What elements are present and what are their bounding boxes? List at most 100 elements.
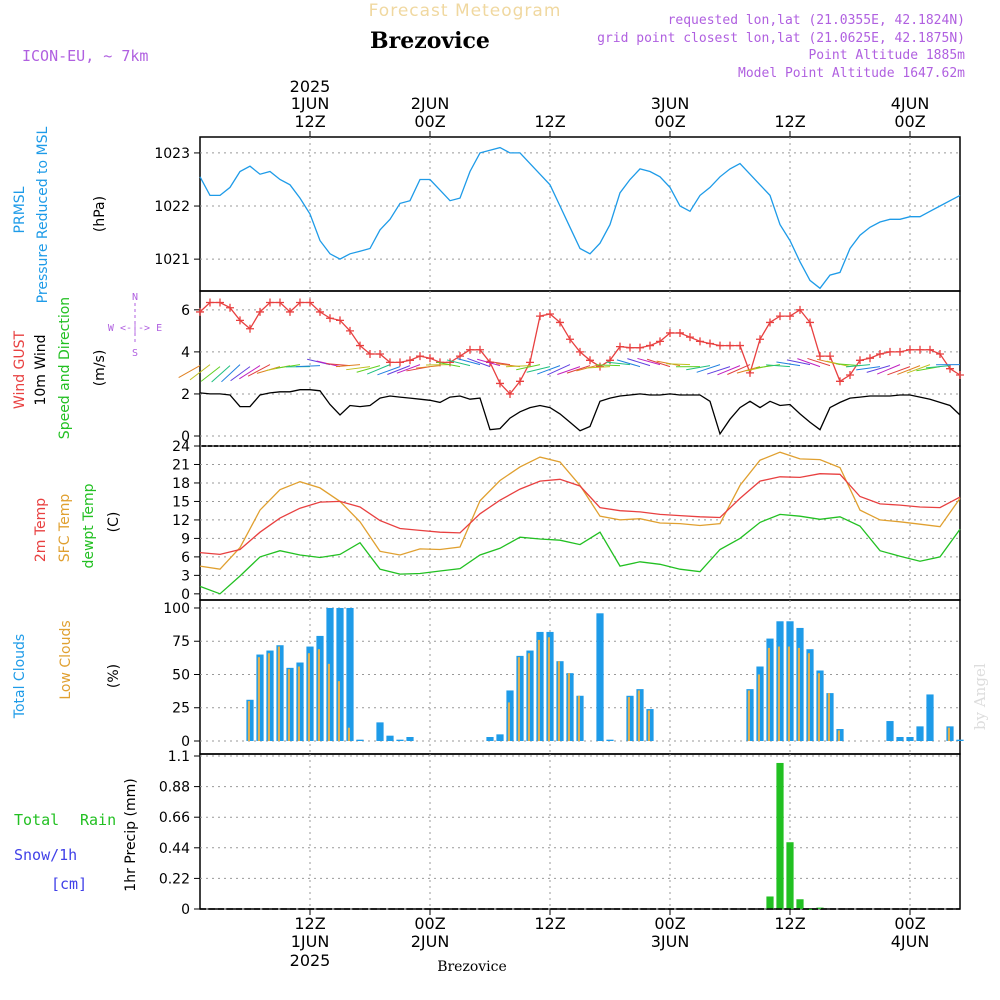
- chart-title: Forecast Meteogram: [369, 1, 562, 21]
- bottom-date-label: 2JUN: [411, 932, 450, 951]
- top-hour-label: 12Z: [534, 112, 565, 131]
- low-cloud-bar: [547, 637, 550, 741]
- precip-ytick-label: 0.88: [159, 780, 190, 796]
- gust-marker: [476, 345, 484, 354]
- gust-marker: [226, 303, 234, 312]
- gust-marker: [686, 333, 694, 342]
- pressure-ytick-label: 1023: [154, 146, 190, 162]
- low-cloud-bar: [807, 653, 810, 741]
- pressure-frame: [199, 136, 961, 292]
- top-hour-label: 00Z: [414, 112, 445, 131]
- top-hour-label: 00Z: [654, 112, 685, 131]
- rain-bar: [786, 842, 794, 909]
- gust-marker: [826, 352, 834, 361]
- top-hour-label: 12Z: [294, 112, 325, 131]
- temp-ytick-label: 9: [181, 531, 190, 547]
- gust-marker: [646, 341, 654, 350]
- clouds-panel: 0 25 50 75 100: [163, 599, 964, 755]
- precip-labels: Total Rain Snow/1h [cm] 1hr Precip (mm): [14, 778, 139, 893]
- total-rain-label-b: Rain: [80, 811, 116, 829]
- low-cloud-bar: [317, 649, 320, 741]
- low-cloud-bar: [637, 690, 640, 741]
- pressure-line: [199, 146, 961, 290]
- wind-direction-arrow: [717, 365, 741, 376]
- wind-direction-arrow: [616, 359, 641, 368]
- low-cloud-bar: [757, 674, 760, 741]
- wind-direction-arrow: [566, 365, 591, 374]
- wind-direction-arrow: [877, 364, 901, 375]
- total-clouds-label: Total Clouds: [12, 634, 28, 719]
- wind-direction-arrow: [346, 366, 371, 371]
- wind-direction-arrow: [637, 357, 661, 366]
- gust-marker: [886, 347, 894, 356]
- gust-marker: [956, 371, 964, 380]
- gust-marker: [776, 312, 784, 321]
- wind-10m-label: 10m Wind: [33, 334, 49, 405]
- gust-marker: [236, 316, 244, 325]
- bottom-date-label: 3JUN: [651, 932, 690, 951]
- wind-direction-arrow: [786, 359, 811, 366]
- wind-direction-arrow: [486, 360, 511, 366]
- gust-marker: [326, 314, 334, 323]
- temp-ytick-label: 12: [172, 513, 190, 529]
- bottom-hour-label: 00Z: [654, 914, 685, 933]
- low-cloud-bar: [287, 669, 290, 741]
- wind-direction-arrow: [377, 366, 401, 376]
- temp-2m-label: 2m Temp: [33, 498, 49, 562]
- pressure-label-prmsl: PRMSL: [12, 186, 28, 233]
- clouds-ytick-label: 50: [172, 667, 190, 683]
- temp-ytick-label: 24: [172, 439, 190, 455]
- wind-direction-arrow: [547, 364, 571, 376]
- temp-frame: [199, 445, 961, 601]
- low-clouds-label: Low Clouds: [58, 620, 74, 699]
- total-cloud-bar: [406, 737, 414, 741]
- temp-labels: 2m Temp SFC Temp dewpt Temp (C): [33, 483, 122, 568]
- bottom-hour-label: 12Z: [294, 914, 325, 933]
- low-cloud-bar: [327, 663, 330, 741]
- gust-marker: [336, 316, 344, 325]
- gust-marker: [856, 356, 864, 365]
- temp-ytick-label: 0: [181, 587, 190, 603]
- wind-direction-arrow: [178, 365, 201, 379]
- bottom-date-label: 1JUN: [291, 932, 330, 951]
- point-altitude: Point Altitude 1885m: [808, 48, 965, 63]
- wind-direction-arrow: [211, 365, 231, 383]
- gust-marker: [876, 349, 884, 358]
- gust-marker: [466, 345, 474, 354]
- gust-marker: [306, 298, 314, 307]
- bottom-hour-label: 12Z: [774, 914, 805, 933]
- precip-ytick-label: 0.44: [159, 841, 190, 857]
- wind-unit: (m/s): [92, 350, 108, 387]
- wind-ytick-label: 6: [181, 303, 190, 319]
- low-cloud-bar: [767, 647, 770, 741]
- compass-west-east: W <-|-> E: [108, 323, 162, 334]
- temp-sfc-label: SFC Temp: [57, 494, 73, 563]
- gust-marker: [786, 312, 794, 321]
- wind-direction-arrow: [326, 363, 351, 367]
- pressure-panel: 1021 1022 1023: [154, 136, 961, 292]
- low-cloud-bar: [827, 693, 830, 741]
- gust-marker: [656, 337, 664, 346]
- clouds-ytick-label: 25: [172, 701, 190, 717]
- wind-gust-label: Wind GUST: [12, 330, 28, 409]
- top-date-label: 4JUN: [891, 94, 930, 113]
- wind-direction-arrow: [596, 364, 621, 367]
- wind-direction-arrow: [727, 364, 751, 375]
- cloud-labels: Total Clouds Low Clouds (%): [12, 620, 122, 719]
- low-cloud-bar: [347, 727, 350, 741]
- gust-marker: [196, 307, 204, 316]
- gust-marker: [766, 318, 774, 327]
- gust-marker: [706, 339, 714, 348]
- gust-marker: [806, 318, 814, 327]
- low-cloud-bar: [837, 730, 840, 741]
- temperature-panel: 0 3 6 9 12 15 18 21 24: [172, 439, 961, 603]
- wind-direction-arrow: [686, 365, 711, 371]
- wind-direction-arrow: [457, 358, 481, 366]
- wind-direction-arrow: [200, 366, 221, 382]
- clouds-ytick-label: 75: [172, 634, 190, 650]
- wind-direction-arrow: [696, 364, 721, 373]
- bottom-hour-label: 00Z: [414, 914, 445, 933]
- gust-marker: [526, 358, 534, 367]
- gust-marker: [346, 326, 354, 335]
